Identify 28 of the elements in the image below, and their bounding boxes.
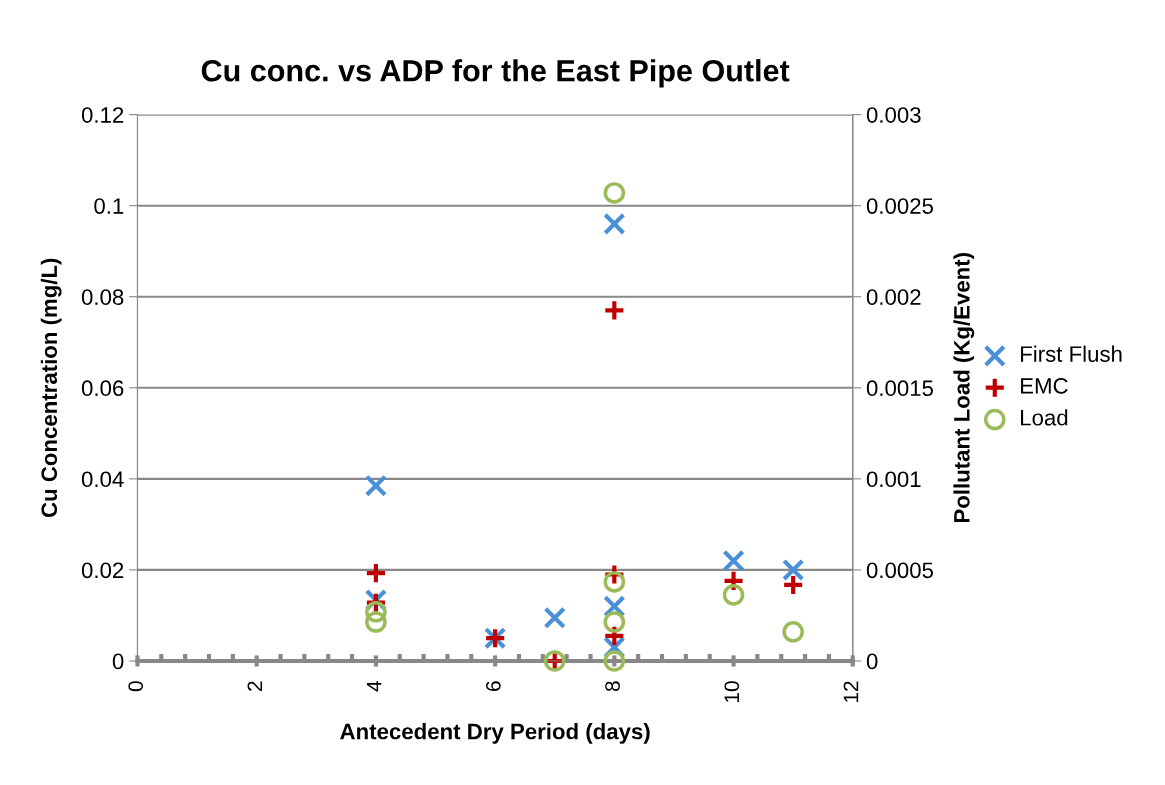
y-tick-label: 0.08: [81, 289, 124, 305]
x-tick-label: 4: [366, 681, 382, 692]
chart-title: Cu conc. vs ADP for the East Pipe Outlet: [201, 59, 790, 88]
x-tick-label: 6: [485, 681, 501, 691]
x-tick-label: 2: [247, 681, 263, 691]
legend-label: First Flush: [1021, 345, 1122, 362]
y-tick-label: 0.04: [81, 471, 124, 488]
y-tick-label: 0.02: [81, 562, 124, 579]
x-tick-label: 0: [128, 681, 144, 692]
y2-axis-title: Pollutant Load (Kg/Event): [953, 253, 975, 523]
y2-tick-label: 0.0025: [866, 198, 934, 214]
y2-tick-label: 0.001: [866, 471, 921, 488]
x-axis-title: Antecedent Dry Period (days): [340, 723, 650, 744]
x-tick-label: 8: [605, 681, 620, 692]
y-tick-label: 0.12: [81, 107, 124, 123]
y-tick-label: 0: [112, 653, 124, 670]
x-tick-label: 12: [843, 681, 859, 702]
y2-tick-label: 0.0015: [866, 380, 934, 397]
x-tick-label: 10: [724, 681, 740, 702]
legend-label: EMC: [1021, 378, 1068, 394]
y2-tick-label: 0.0005: [866, 562, 934, 579]
y-tick-label: 0.06: [81, 380, 124, 397]
y-tick-label: 0.1: [94, 198, 124, 214]
y2-tick-label: 0.002: [866, 289, 921, 305]
y-axis-title: Cu Concentration (mg/L): [40, 258, 62, 518]
legend-label: Load: [1021, 409, 1068, 426]
y2-tick-label: 0.003: [866, 107, 921, 123]
y2-tick-label: 0: [866, 653, 878, 670]
